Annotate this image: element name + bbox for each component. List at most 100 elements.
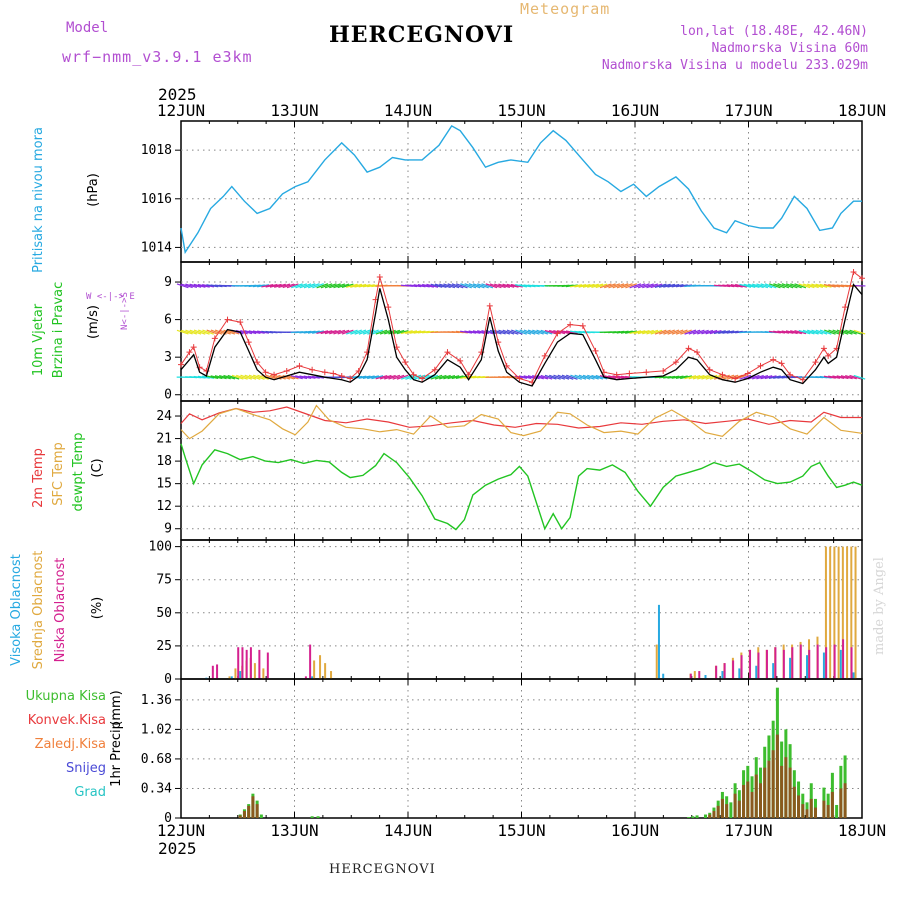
wind-direction-arrow bbox=[582, 374, 595, 380]
wind-ytick-label: 0 bbox=[164, 388, 172, 403]
cloud-unit: (%) bbox=[90, 597, 105, 620]
wind-direction-arrow bbox=[764, 375, 777, 380]
wind-gust-marker bbox=[309, 366, 316, 373]
temp-unit: (C) bbox=[90, 458, 105, 477]
wind-direction-arrow bbox=[701, 329, 714, 335]
wind-direction-arrow bbox=[202, 284, 215, 288]
cloud-bar-mid bbox=[841, 546, 844, 679]
wind-gust-marker bbox=[516, 375, 523, 382]
wind-gust-marker bbox=[321, 369, 328, 376]
wind-gust-marker bbox=[283, 367, 290, 374]
wind-direction-arrow bbox=[341, 283, 354, 289]
pressure-ytick-label: 1018 bbox=[141, 143, 172, 158]
wind-gust-marker bbox=[419, 375, 426, 382]
precip-conv-bar bbox=[788, 767, 792, 818]
wind-direction-arrow bbox=[730, 284, 743, 288]
cloud-bar-high bbox=[822, 652, 825, 679]
precip-total-bar bbox=[259, 814, 263, 818]
precip-hail-label: Grad bbox=[74, 785, 106, 800]
wind-direction-arrow bbox=[367, 329, 379, 335]
wind-direction-arrow bbox=[713, 330, 726, 335]
wind-direction-arrow bbox=[646, 329, 659, 335]
cloud-bar-low bbox=[266, 652, 269, 679]
wind-direction-arrow bbox=[223, 374, 236, 380]
wind-direction-arrow bbox=[570, 284, 583, 288]
top-date-axis: 12JUN 13JUN 14JUN 15JUN 16JUN 17JUN 18JUN bbox=[157, 101, 886, 120]
wind-direction-arrow bbox=[629, 283, 642, 289]
wind-direction-arrow bbox=[823, 283, 836, 288]
precip-conv-bar bbox=[830, 791, 834, 818]
precip-conv-bar bbox=[797, 795, 801, 818]
cloud-bar-low bbox=[258, 649, 261, 679]
cloud-bar-high bbox=[806, 655, 809, 679]
wind-direction-arrow bbox=[303, 283, 316, 289]
wind-direction-arrow bbox=[688, 329, 701, 335]
wind-direction-arrow bbox=[612, 375, 625, 380]
wind-direction-arrow bbox=[675, 329, 688, 335]
wind-gust-marker bbox=[842, 304, 849, 311]
wind-direction-arrow bbox=[587, 283, 599, 288]
cloud-bar-low bbox=[799, 644, 802, 679]
precip-conv-bar bbox=[813, 807, 817, 818]
precip-conv-bar bbox=[784, 757, 788, 818]
wind-gust-marker bbox=[592, 347, 599, 354]
wind-direction-arrow bbox=[337, 329, 350, 335]
wind-gust-marker bbox=[237, 319, 244, 326]
wind-direction-arrow bbox=[849, 329, 862, 335]
wind-gust-marker bbox=[787, 371, 794, 378]
cloud-bar-low bbox=[245, 649, 248, 679]
wind-gust-marker bbox=[444, 349, 451, 356]
wind-direction-arrow bbox=[769, 283, 781, 289]
wind-direction-arrow bbox=[443, 375, 456, 380]
wind-direction-arrow bbox=[464, 330, 477, 334]
wind-direction-arrow bbox=[384, 374, 396, 380]
wind-direction-arrow bbox=[197, 329, 210, 335]
wind-direction-arrow bbox=[189, 283, 202, 288]
cloud-bar-high bbox=[657, 604, 660, 679]
wind-direction-arrow bbox=[337, 283, 350, 289]
wind-gust-marker bbox=[820, 345, 827, 352]
wind-direction-arrow bbox=[625, 330, 638, 334]
wind-direction-arrow bbox=[506, 329, 519, 335]
precip-conv-bar bbox=[839, 788, 843, 818]
wind-direction-arrow bbox=[472, 283, 485, 289]
cloud-bar-high bbox=[662, 673, 665, 679]
cloud-bar-high bbox=[772, 663, 775, 679]
station-elevation: Nadmorska Visina 60m bbox=[711, 41, 868, 56]
wind-direction-arrow bbox=[667, 329, 680, 335]
wind-direction-arrow bbox=[709, 330, 722, 335]
meteogram-label: Meteogram bbox=[520, 0, 611, 18]
wind-gust-marker bbox=[812, 359, 819, 366]
precip-total-bar bbox=[687, 817, 691, 818]
wind-direction-arrow bbox=[642, 283, 654, 289]
wind-direction-arrow bbox=[502, 283, 515, 288]
wind-direction-arrow bbox=[400, 330, 413, 335]
temp-ytick-label: 21 bbox=[156, 432, 172, 447]
wind-direction-arrow bbox=[265, 283, 278, 288]
wind-gust-marker bbox=[271, 371, 278, 378]
wind-direction-arrow bbox=[248, 374, 261, 380]
cloud-bar-low bbox=[249, 647, 252, 679]
wind-direction-arrow bbox=[659, 329, 671, 335]
wind-gust-marker bbox=[799, 376, 806, 383]
cloud-high-label: Visoka Oblacnost bbox=[9, 554, 24, 666]
wind-direction-arrow bbox=[451, 283, 464, 289]
wind-direction-arrow bbox=[434, 374, 447, 380]
wind-direction-arrow bbox=[519, 284, 532, 288]
wind-direction-arrow bbox=[498, 329, 511, 335]
wind-direction-arrow bbox=[790, 330, 802, 335]
wind-direction-arrow bbox=[620, 283, 633, 289]
cloud-bar-mid bbox=[829, 546, 832, 679]
wind-direction-arrow bbox=[392, 374, 405, 380]
temp-ytick-label: 15 bbox=[156, 477, 172, 492]
wind-direction-arrow bbox=[248, 330, 261, 334]
wind-gust-marker bbox=[694, 349, 701, 356]
cloud-bar-low bbox=[715, 665, 718, 679]
wind-direction-arrow bbox=[540, 374, 553, 380]
wind-gust-marker bbox=[613, 371, 620, 378]
wind-direction-arrow bbox=[468, 283, 481, 289]
wind-direction-arrow bbox=[439, 374, 451, 380]
wind-direction-arrow bbox=[388, 374, 401, 380]
precip-conv-bar bbox=[742, 784, 746, 818]
wind-direction-arrow bbox=[367, 375, 380, 380]
